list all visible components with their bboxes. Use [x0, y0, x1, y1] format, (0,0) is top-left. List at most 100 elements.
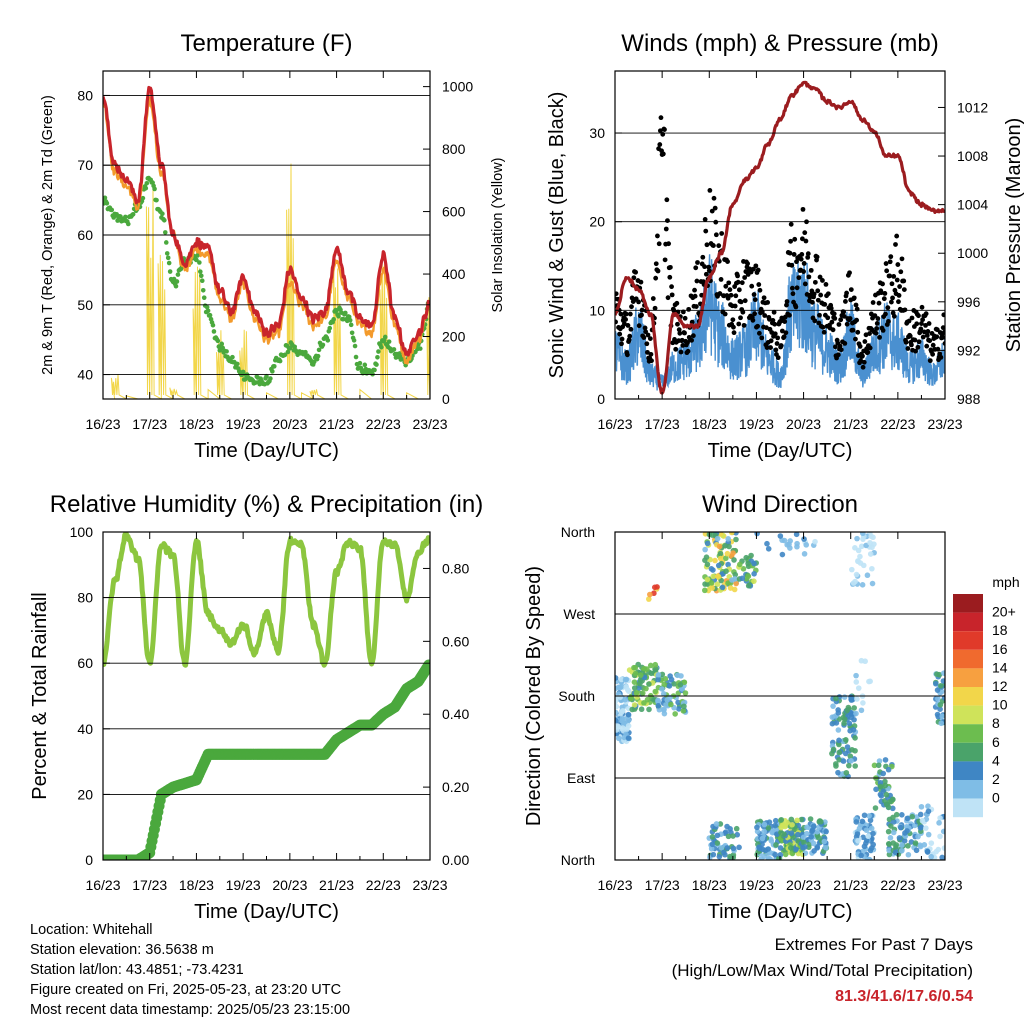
wind-ytick-label: 20: [589, 214, 605, 230]
dir-point: [939, 713, 945, 720]
wind-gust-point: [820, 278, 825, 283]
dir-point: [725, 536, 731, 542]
dir-point: [663, 701, 669, 708]
wind-gust-point: [752, 297, 758, 303]
temp-dewpoint-point: [154, 197, 159, 203]
rh-y2tick-label: 0.80: [442, 560, 469, 576]
dir-point: [659, 686, 665, 692]
dir-point: [833, 695, 839, 702]
wind-gust-point: [891, 313, 897, 319]
wind-gust-point: [772, 321, 778, 327]
wind-gust-point: [860, 364, 866, 370]
dir-point: [935, 846, 942, 853]
dir-point: [668, 701, 674, 708]
wind-xtick-label: 18/23: [692, 416, 727, 432]
dir-point: [625, 711, 632, 718]
dir-point: [709, 841, 716, 848]
dir-point: [779, 551, 786, 558]
dir-point: [852, 763, 858, 769]
wind-gust-point: [629, 304, 634, 310]
wind-gust-point: [940, 325, 945, 331]
wind-gust-point: [799, 236, 805, 242]
dir-point: [777, 845, 784, 851]
temp-dewpoint-point: [349, 330, 355, 336]
dir-point: [823, 828, 829, 835]
wind-gust-point: [816, 320, 822, 326]
wind-gust-point: [872, 313, 878, 318]
temp-dewpoint-point: [126, 221, 131, 227]
dir-point: [754, 824, 760, 831]
dir-point: [840, 758, 847, 764]
wind-gust-point: [636, 323, 642, 329]
dir-legend-swatch: [953, 631, 983, 650]
temp-dewpoint-point: [104, 200, 110, 206]
wind-xtick-label: 23/23: [927, 416, 962, 432]
dir-point: [938, 720, 945, 727]
temp-dewpoint-point: [303, 349, 308, 355]
wind-y2tick-label: 1012: [957, 99, 988, 115]
dir-point: [668, 676, 675, 683]
wind-gust-point: [649, 358, 654, 364]
wind-gust-point: [789, 262, 795, 268]
wind-gust-point: [876, 300, 882, 306]
wind-gust-point: [861, 359, 867, 365]
dir-point: [619, 725, 626, 731]
wind-gust-point: [915, 344, 921, 350]
dir-point: [723, 568, 729, 575]
wind-gust-point: [926, 321, 932, 326]
wind-gust-point: [742, 275, 748, 280]
wind-gust-point: [693, 304, 699, 309]
wind-gust-point: [881, 296, 887, 302]
dir-point: [847, 753, 854, 759]
dir-legend-swatch: [953, 798, 983, 818]
temp-dewpoint-point: [198, 273, 204, 279]
temp-dewpoint-point: [343, 310, 348, 316]
dir-point: [617, 684, 623, 691]
dir-point: [913, 847, 920, 854]
dir-point: [733, 580, 739, 587]
wind-gust-point: [796, 275, 802, 281]
wind-gust-point: [716, 243, 722, 249]
wind-gust-point: [648, 351, 654, 357]
dir-point: [793, 846, 799, 853]
dir-point: [886, 847, 892, 854]
wind-gust-point: [847, 316, 853, 321]
wind-xlabel: Time (Day/UTC): [708, 440, 853, 462]
wind-xtick-label: 19/23: [739, 416, 774, 432]
dir-legend-title: mph: [992, 574, 1019, 590]
wind-gust-point: [808, 267, 814, 273]
dir-point: [743, 554, 750, 561]
dir-legend-swatch: [953, 724, 983, 743]
dir-point: [748, 552, 754, 559]
temp-dewpoint-point: [316, 347, 322, 353]
dir-point: [859, 818, 866, 825]
rh-ytick-label: 100: [70, 524, 94, 540]
dir-point: [704, 576, 711, 583]
dir-point: [803, 830, 810, 837]
dir-point: [853, 710, 859, 717]
temp-dewpoint-point: [197, 260, 202, 265]
temp-dewpoint-point: [375, 354, 380, 360]
wind-xtick-label: 16/23: [597, 416, 632, 432]
wind-gust-point: [689, 337, 695, 343]
wind-gust-point: [901, 287, 907, 293]
dir-point: [867, 551, 874, 557]
dir-ytick-label: South: [558, 688, 595, 704]
dir-point: [847, 728, 853, 734]
wind-gust-point: [853, 302, 859, 308]
dir-point: [765, 846, 771, 852]
wind-gust-point: [799, 252, 805, 257]
temp-dewpoint-point: [320, 342, 326, 348]
dir-point: [905, 843, 911, 849]
dir-point: [767, 836, 774, 842]
wind-gust-point: [851, 295, 857, 301]
dir-point: [854, 831, 861, 837]
dir-point: [918, 803, 925, 810]
dir-point: [812, 538, 818, 545]
dir-point: [801, 551, 808, 557]
wind-gust-point: [762, 313, 768, 318]
wind-gust-point: [663, 226, 669, 232]
wind-gust-point: [916, 313, 921, 319]
dir-point: [676, 706, 682, 712]
temp-xtick-label: 19/23: [226, 416, 261, 432]
